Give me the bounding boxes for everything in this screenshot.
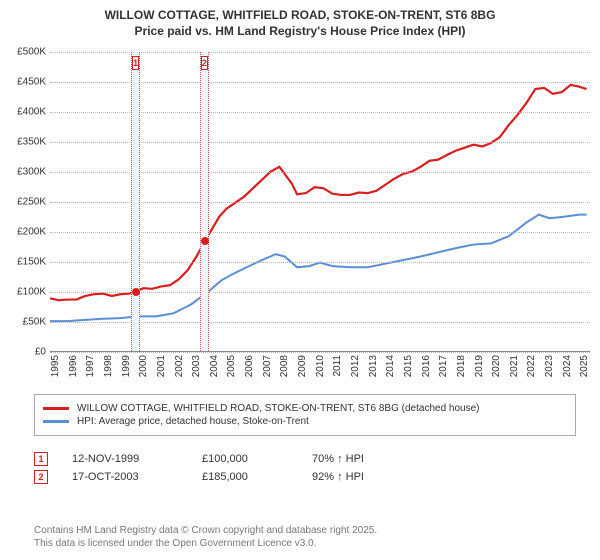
y-tick-label: £100K (17, 287, 46, 298)
x-tick-label: 2021 (509, 355, 520, 377)
chart-area: £0£50K£100K£150K£200K£250K£300K£350K£400… (50, 52, 590, 382)
x-tick-label: 2000 (138, 355, 149, 377)
sales-block: 1 12-NOV-1999£100,00070% ↑ HPI 2 17-OCT-200… (34, 448, 576, 488)
x-tick-label: 2020 (491, 355, 502, 377)
x-tick-label: 1996 (68, 355, 79, 377)
legend-label: HPI: Average price, detached house, Stok… (77, 416, 309, 427)
x-tick-label: 2017 (438, 355, 449, 377)
x-tick-label: 2014 (385, 355, 396, 377)
sale-badge: 1 (34, 452, 48, 466)
footer-attribution: Contains HM Land Registry data © Crown c… (34, 524, 377, 550)
x-tick-label: 2004 (209, 355, 220, 377)
x-tick-label: 1995 (50, 355, 61, 377)
sale-band-badge: 2 (201, 56, 208, 70)
x-tick-label: 2022 (526, 355, 537, 377)
sale-price: £100,000 (202, 453, 312, 465)
y-tick-label: £0 (35, 347, 46, 358)
x-tick-label: 2002 (174, 355, 185, 377)
title-line-2: Price paid vs. HM Land Registry's House … (10, 24, 590, 40)
x-tick-label: 2025 (579, 355, 590, 377)
x-tick-label: 2013 (368, 355, 379, 377)
x-tick-label: 2007 (262, 355, 273, 377)
footer-line-1: Contains HM Land Registry data © Crown c… (34, 524, 377, 537)
x-tick-label: 2024 (562, 355, 573, 377)
x-tick-label: 1997 (85, 355, 96, 377)
x-tick-label: 2018 (456, 355, 467, 377)
x-tick-label: 2016 (421, 355, 432, 377)
plot-area: £0£50K£100K£150K£200K£250K£300K£350K£400… (50, 52, 590, 352)
sale-delta: 70% ↑ HPI (312, 453, 364, 465)
x-tick-label: 2019 (474, 355, 485, 377)
y-tick-label: £500K (17, 47, 46, 58)
x-tick-label: 1999 (121, 355, 132, 377)
footer-line-2: This data is licensed under the Open Gov… (34, 537, 377, 550)
x-tick-label: 2006 (244, 355, 255, 377)
y-tick-label: £200K (17, 227, 46, 238)
legend-row: WILLOW COTTAGE, WHITFIELD ROAD, STOKE-ON… (43, 403, 567, 414)
legend-box: WILLOW COTTAGE, WHITFIELD ROAD, STOKE-ON… (34, 394, 576, 436)
sale-price: £185,000 (202, 471, 312, 483)
sale-row: 2 17-OCT-2003£185,00092% ↑ HPI (34, 470, 576, 484)
sale-delta: 92% ↑ HPI (312, 471, 364, 483)
sale-band: 2 (200, 52, 209, 351)
legend-row: HPI: Average price, detached house, Stok… (43, 416, 567, 427)
x-tick-label: 2023 (544, 355, 555, 377)
x-tick-label: 2005 (226, 355, 237, 377)
legend-swatch (43, 420, 69, 423)
y-tick-label: £150K (17, 257, 46, 268)
y-tick-label: £300K (17, 167, 46, 178)
y-tick-label: £400K (17, 107, 46, 118)
sale-row: 1 12-NOV-1999£100,00070% ↑ HPI (34, 452, 576, 466)
sale-badge: 2 (34, 470, 48, 484)
x-tick-label: 2010 (315, 355, 326, 377)
y-gridline (50, 352, 590, 353)
legend-swatch (43, 407, 69, 410)
sale-date: 12-NOV-1999 (72, 453, 202, 465)
x-tick-label: 2015 (403, 355, 414, 377)
y-tick-label: £450K (17, 77, 46, 88)
x-tick-label: 2011 (332, 355, 343, 377)
sale-marker (201, 237, 209, 245)
y-tick-label: £50K (23, 317, 46, 328)
title-line-1: WILLOW COTTAGE, WHITFIELD ROAD, STOKE-ON… (10, 8, 590, 24)
x-tick-label: 1998 (103, 355, 114, 377)
x-tick-label: 2012 (350, 355, 361, 377)
sale-marker (132, 288, 140, 296)
sale-date: 17-OCT-2003 (72, 471, 202, 483)
x-tick-label: 2003 (191, 355, 202, 377)
chart-title-block: WILLOW COTTAGE, WHITFIELD ROAD, STOKE-ON… (0, 0, 600, 43)
legend-label: WILLOW COTTAGE, WHITFIELD ROAD, STOKE-ON… (77, 403, 480, 414)
sale-band: 1 (131, 52, 140, 351)
sale-band-badge: 1 (132, 56, 139, 70)
x-tick-label: 2009 (297, 355, 308, 377)
x-tick-label: 2008 (279, 355, 290, 377)
x-tick-label: 2001 (156, 355, 167, 377)
y-tick-label: £250K (17, 197, 46, 208)
y-tick-label: £350K (17, 137, 46, 148)
